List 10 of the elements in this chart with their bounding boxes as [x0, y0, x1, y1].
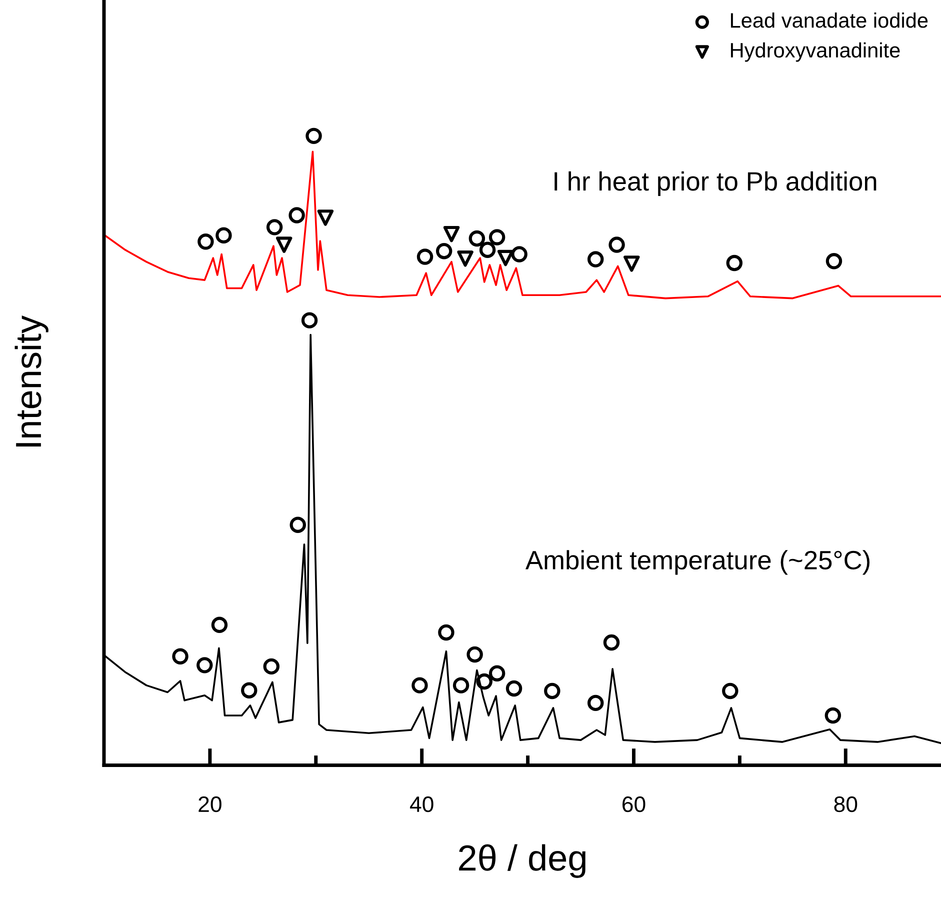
- x-tick-label: 40: [410, 796, 434, 812]
- legend-label: Lead vanadate iodide: [730, 12, 928, 28]
- y-axis-title: Intensity: [14, 315, 48, 447]
- legend-label: Hydroxyvanadinite: [730, 42, 900, 62]
- x-axis-title: 2θ / deg: [459, 844, 586, 878]
- annotation: Ambient temperature (~25°C): [525, 550, 870, 575]
- x-tick-label: 60: [622, 796, 646, 812]
- annotation: I hr heat prior to Pb addition: [554, 171, 876, 196]
- x-tick-label: 20: [198, 796, 222, 812]
- x-tick-label: 80: [834, 796, 858, 812]
